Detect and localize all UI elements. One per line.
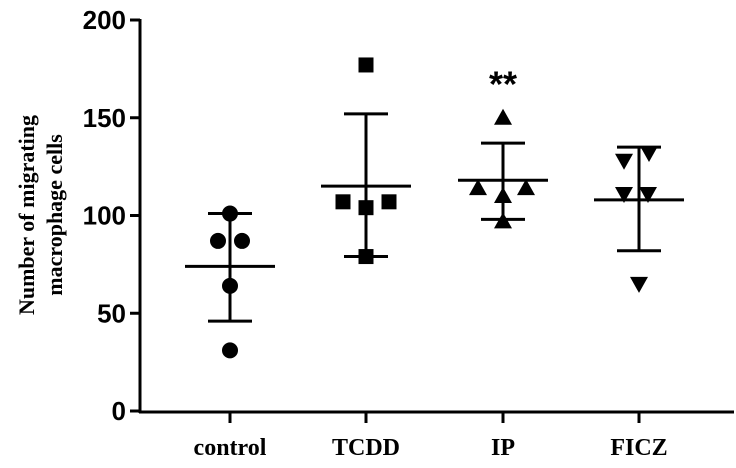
data-point-triangle-up — [517, 179, 535, 196]
group-control — [185, 205, 275, 359]
data-point-square — [381, 194, 397, 210]
x-tick-label-ip: IP — [491, 435, 515, 461]
data-point-circle — [222, 342, 238, 359]
y-tick-label: 100 — [83, 201, 126, 231]
significance-marker: ** — [489, 64, 517, 105]
y-axis-label-line: Number of migrating — [14, 115, 39, 315]
data-point-square — [358, 200, 374, 216]
data-point-circle — [234, 232, 250, 249]
x-tick-label-ficz: FICZ — [610, 435, 667, 461]
data-point-triangle-down — [639, 186, 657, 203]
x-tick-label-tcdd: TCDD — [332, 435, 400, 461]
group-ip — [458, 108, 548, 229]
data-point-triangle-up — [494, 186, 512, 203]
y-axis-label-line: macrophage cells — [42, 134, 67, 296]
data-point-triangle-down — [615, 186, 633, 203]
data-point-circle — [222, 277, 238, 294]
y-tick-label: 50 — [97, 298, 126, 328]
y-axis: 0 50 100 150 200 — [83, 5, 142, 426]
y-axis-label: Number of migrating macrophage cells — [14, 115, 67, 315]
data-groups — [185, 57, 684, 359]
group-tcdd — [321, 57, 411, 265]
data-point-triangle-down — [615, 153, 633, 170]
x-tick-label-control: control — [194, 435, 267, 461]
y-tick-label: 150 — [83, 103, 126, 133]
data-point-triangle-up — [494, 212, 512, 229]
data-point-square — [335, 194, 351, 210]
y-tick-label: 200 — [83, 5, 126, 35]
data-point-triangle-down — [640, 145, 658, 162]
y-tick-label: 0 — [112, 396, 126, 426]
data-point-triangle-up — [469, 179, 487, 196]
data-point-triangle-up — [494, 108, 512, 125]
data-point-circle — [222, 205, 238, 222]
significance-annotations: ** — [489, 64, 517, 105]
data-point-circle — [210, 232, 226, 249]
data-point-square — [358, 249, 374, 265]
data-point-square — [358, 57, 374, 73]
x-axis: control TCDD IP FICZ — [139, 410, 734, 461]
group-ficz — [594, 145, 684, 293]
data-point-triangle-down — [630, 276, 648, 293]
